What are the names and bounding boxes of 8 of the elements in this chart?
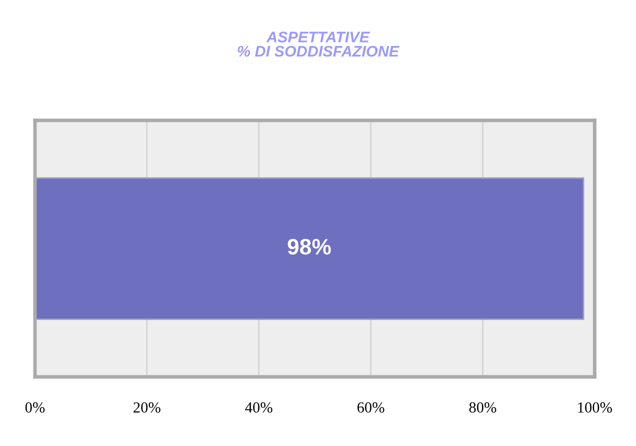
data-label: 98% [288,238,331,255]
x-tick-label: 80% [469,402,496,413]
chart-title: ASPETTATIVE % DI SODDISFAZIONE [238,32,400,57]
x-tick-label: 0% [25,402,45,413]
x-tick-label: 40% [245,402,272,413]
x-tick-label: 100% [578,402,612,413]
x-tick-label: 20% [134,402,160,413]
x-tick-label: 60% [357,402,384,413]
